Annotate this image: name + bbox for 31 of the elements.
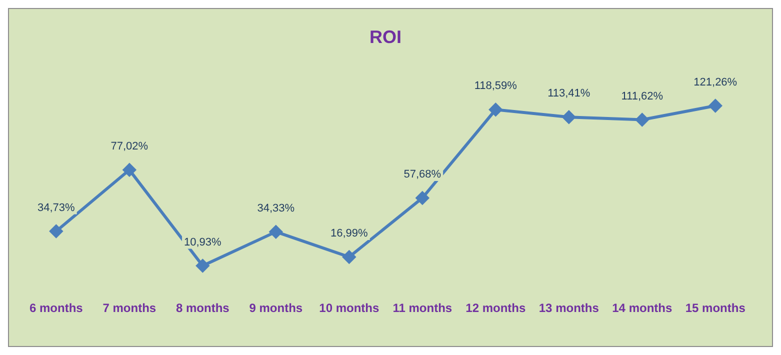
- x-tick-label: 10 months: [319, 301, 380, 316]
- x-tick-label: 13 months: [538, 301, 600, 316]
- point: [50, 224, 63, 238]
- data-label: 34,73%: [38, 202, 76, 214]
- x-tick-label: 7 months: [102, 301, 156, 316]
- x-tick-label: 12 months: [466, 301, 526, 316]
- point: [708, 99, 722, 112]
- x-tick-label: 15 months: [685, 301, 746, 316]
- point: [196, 259, 210, 272]
- x-tick-label: 11 months: [392, 301, 452, 316]
- data-label: 121,26%: [694, 76, 738, 88]
- point: [416, 191, 429, 204]
- point: [562, 110, 576, 124]
- point: [489, 103, 502, 116]
- data-label: 34,33%: [257, 202, 295, 214]
- point: [342, 250, 356, 264]
- point: [122, 163, 136, 176]
- x-tick-label: 6 months: [29, 301, 84, 316]
- x-tick-label: 9 months: [249, 301, 303, 316]
- data-label: 57,68%: [404, 168, 442, 180]
- data-label: 111,62%: [621, 90, 664, 102]
- point: [269, 225, 282, 238]
- data-label: 113,41%: [548, 88, 590, 100]
- x-tick-label: 14 months: [612, 301, 672, 316]
- data-label: 10,93%: [184, 236, 222, 248]
- data-label: 77,02%: [110, 140, 148, 152]
- data-label: 118,59%: [474, 80, 518, 92]
- data-label: 16,99%: [330, 227, 368, 240]
- point: [636, 113, 649, 126]
- chart-title: ROI: [369, 26, 402, 47]
- x-tick-label: 8 months: [176, 301, 230, 316]
